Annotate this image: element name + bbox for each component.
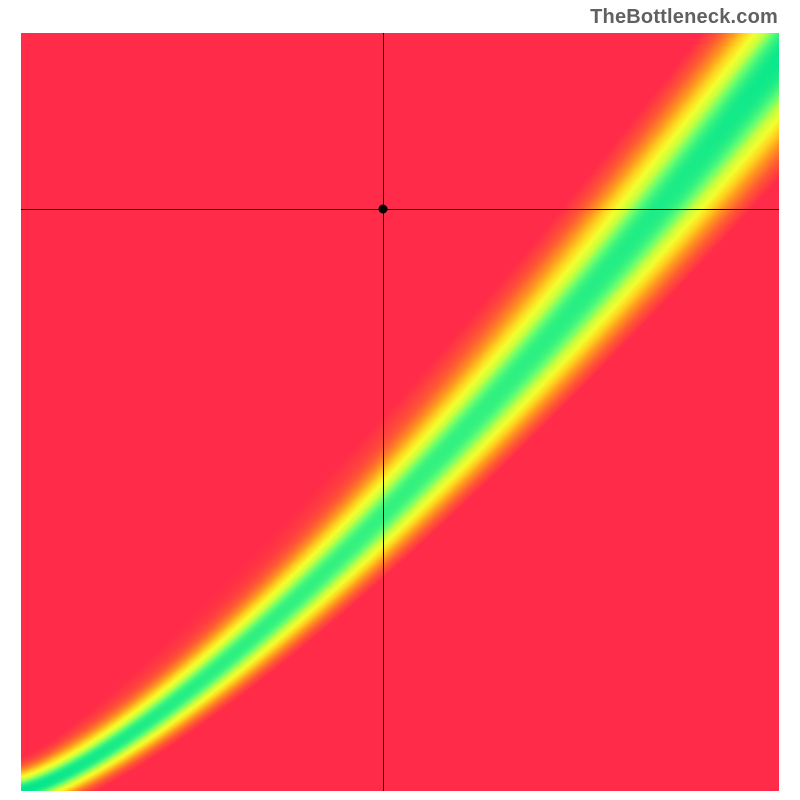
crosshair-vertical <box>383 33 384 791</box>
crosshair-horizontal <box>21 209 779 210</box>
bottleneck-heatmap <box>21 33 779 791</box>
crosshair-marker <box>378 204 387 213</box>
watermark-text: TheBottleneck.com <box>590 6 778 29</box>
heatmap-canvas <box>21 33 779 791</box>
